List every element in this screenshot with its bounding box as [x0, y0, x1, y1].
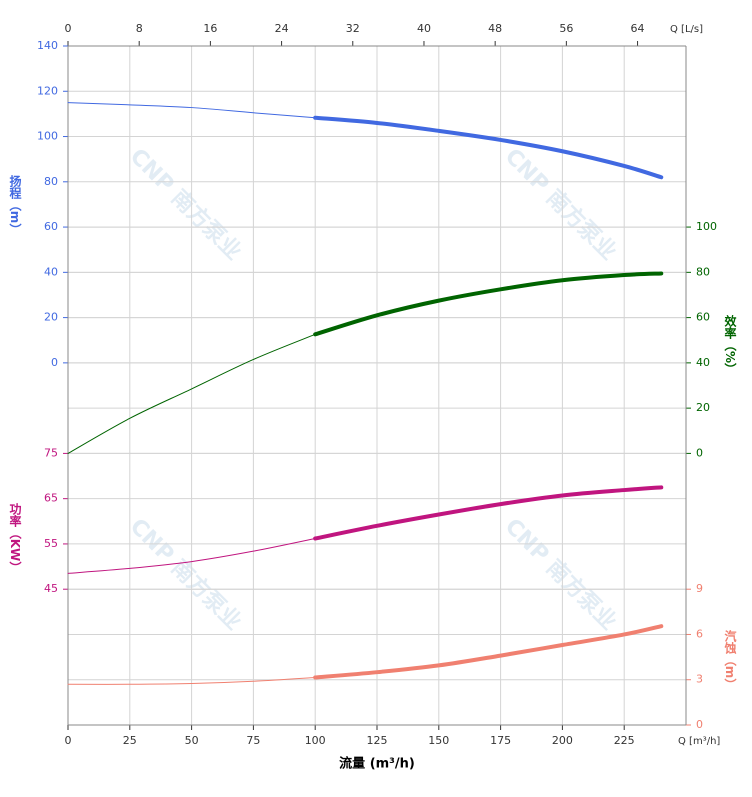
y-tick-label: 40	[696, 356, 710, 369]
x-unit: Q [m³/h]	[678, 736, 720, 747]
curve	[67, 333, 316, 454]
x-tick-label: 225	[614, 734, 635, 747]
curve	[67, 538, 316, 574]
y-tick-label: 9	[696, 582, 703, 595]
y-tick-label: 65	[44, 492, 58, 505]
curve	[313, 271, 664, 337]
x-tick-label: 175	[490, 734, 511, 747]
x-tick-label: 50	[185, 734, 199, 747]
y-tick-label: 80	[44, 175, 58, 188]
axis-title: 汽蚀（m）	[723, 628, 737, 690]
curve	[313, 485, 664, 541]
x-tick-label: 125	[367, 734, 388, 747]
y-tick-label: 140	[37, 39, 58, 52]
x-tick-label: 100	[305, 734, 326, 747]
x-tick-label: 200	[552, 734, 573, 747]
y-tick-label: 80	[696, 265, 710, 278]
y-tick-label: 55	[44, 537, 58, 550]
top-tick-label: 32	[346, 22, 360, 35]
y-tick-label: 0	[696, 718, 703, 731]
top-tick-label: 40	[417, 22, 431, 35]
top-tick-label: 48	[488, 22, 502, 35]
top-tick-label: 8	[136, 22, 143, 35]
y-tick-label: 100	[37, 130, 58, 143]
top-tick-label: 24	[275, 22, 289, 35]
x-tick-label: 75	[246, 734, 260, 747]
top-unit: Q [L/s]	[670, 24, 703, 35]
curve	[67, 102, 316, 119]
top-tick-label: 64	[631, 22, 645, 35]
x-tick-label: 0	[65, 734, 72, 747]
y-tick-label: 75	[44, 446, 58, 459]
y-tick-label: 6	[696, 627, 703, 640]
watermark: CNP 南方泵业	[125, 513, 247, 635]
x-tick-label: 25	[123, 734, 137, 747]
y-tick-label: 0	[51, 356, 58, 369]
y-tick-label: 120	[37, 84, 58, 97]
top-tick-label: 56	[559, 22, 573, 35]
x-title: 流量 (m³/h)	[339, 756, 415, 772]
x-tick-label: 150	[428, 734, 449, 747]
y-tick-label: 45	[44, 582, 58, 595]
curve	[67, 676, 316, 685]
curve	[313, 115, 664, 180]
y-tick-label: 20	[696, 401, 710, 414]
y-tick-label: 20	[44, 311, 58, 324]
curve	[313, 624, 664, 680]
axis-title: 功率（KW）	[8, 501, 22, 573]
y-tick-label: 0	[696, 446, 703, 459]
axis-title: 效率（%）	[723, 314, 737, 375]
y-tick-label: 60	[44, 220, 58, 233]
top-tick-label: 0	[65, 22, 72, 35]
y-tick-label: 40	[44, 265, 58, 278]
y-tick-label: 3	[696, 673, 703, 686]
watermark: CNP 南方泵业	[500, 513, 622, 635]
watermark: CNP 南方泵业	[125, 143, 247, 265]
y-tick-label: 100	[696, 220, 717, 233]
y-tick-label: 60	[696, 311, 710, 324]
axis-title: 扬程（m）	[8, 173, 22, 235]
top-tick-label: 16	[203, 22, 217, 35]
